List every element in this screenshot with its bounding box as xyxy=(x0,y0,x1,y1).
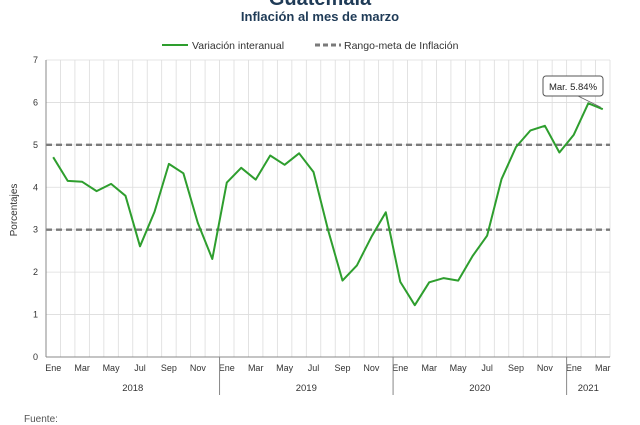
y-tick-label: 3 xyxy=(33,225,38,235)
x-tick-label: Mar xyxy=(248,363,264,373)
x-tick-label: May xyxy=(276,363,294,373)
x-tick-label: Mar xyxy=(421,363,437,373)
x-tick-label: Sep xyxy=(334,363,350,373)
annotation: Mar. 5.84% xyxy=(542,75,604,108)
x-tick-label: Ene xyxy=(45,363,61,373)
y-axis-title: Porcentajes xyxy=(9,184,20,237)
annotation-box xyxy=(542,75,604,97)
y-tick-label: 2 xyxy=(33,267,38,277)
legend-label-interanual: Variación interanual xyxy=(192,40,284,52)
annotation-label: Mar. 5.84% xyxy=(549,82,598,93)
x-tick-label: Nov xyxy=(363,363,380,373)
legend-label-rango-meta: Rango-meta de Inflación xyxy=(344,40,459,52)
y-tick-label: 1 xyxy=(33,310,38,320)
x-tick-label: May xyxy=(103,363,121,373)
x-tick-label: Ene xyxy=(219,363,235,373)
y-tick-label: 7 xyxy=(33,55,38,65)
x-tick-label: Mar xyxy=(74,363,90,373)
year-label-2018: 2018 xyxy=(122,383,143,394)
y-tick-label: 4 xyxy=(33,182,38,192)
x-tick-label: Sep xyxy=(508,363,524,373)
x-tick-label: Nov xyxy=(537,363,554,373)
source-note: Fuente: xyxy=(24,414,58,425)
chart-title: Guatemala xyxy=(0,0,640,11)
legend: Variación interanual Rango-meta de Infla… xyxy=(162,40,459,52)
x-tick-label: Jul xyxy=(481,363,493,373)
x-tick-label: Mar xyxy=(595,363,611,373)
chart-subtitle: Inflación al mes de marzo xyxy=(240,9,400,24)
y-tick-label: 0 xyxy=(33,352,38,362)
x-tick-label: May xyxy=(450,363,468,373)
year-label-2021: 2021 xyxy=(578,383,599,394)
inflation-series xyxy=(52,102,604,307)
y-tick-label: 6 xyxy=(33,97,38,107)
y-tick-label: 5 xyxy=(33,140,38,150)
x-tick-label: Jul xyxy=(308,363,320,373)
gridlines xyxy=(45,59,611,358)
x-tick-label: Jul xyxy=(134,363,146,373)
series-line-interanual xyxy=(52,102,604,307)
x-tick-label: Ene xyxy=(566,363,582,373)
x-tick-label: Ene xyxy=(392,363,408,373)
x-tick-label: Nov xyxy=(190,363,207,373)
x-tick-label: Sep xyxy=(161,363,177,373)
axes: 0 1 2 3 4 5 6 7 Ene Mar May Jul Sep Nov Ene Mar May Jul Se… xyxy=(33,55,611,395)
annotation-leader xyxy=(577,95,601,108)
year-label-2020: 2020 xyxy=(469,383,490,394)
year-label-2019: 2019 xyxy=(296,383,317,394)
